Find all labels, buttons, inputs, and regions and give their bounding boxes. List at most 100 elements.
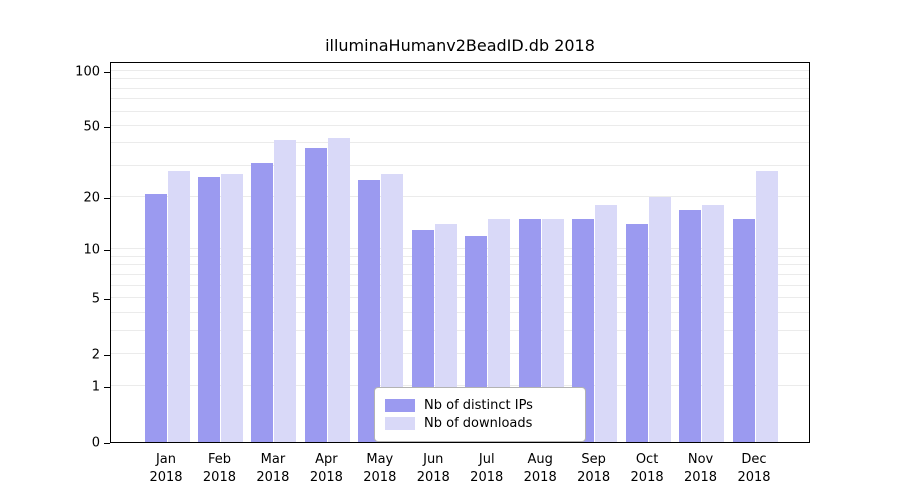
x-tick-label: Jul 2018 bbox=[470, 451, 503, 486]
x-tick-label-year: 2018 bbox=[737, 469, 771, 485]
y-tick-mark bbox=[104, 72, 110, 73]
gridline bbox=[111, 248, 809, 250]
gridline bbox=[111, 70, 809, 71]
y-tick-mark bbox=[104, 298, 110, 300]
bar-distinct-ips bbox=[625, 224, 648, 442]
x-tick-label: May 2018 bbox=[363, 451, 396, 486]
bar-downloads bbox=[648, 197, 671, 442]
bar-distinct-ips bbox=[732, 219, 755, 442]
x-tick-label: Nov 2018 bbox=[684, 451, 717, 486]
y-tick-label: 0 bbox=[91, 435, 100, 451]
x-tick-label-month: Jan bbox=[155, 452, 177, 467]
legend-row-distinct-ips: Nb of distinct IPs bbox=[385, 398, 575, 413]
gridline bbox=[111, 284, 809, 286]
bar-distinct-ips bbox=[572, 219, 595, 442]
x-tick-label: Jun 2018 bbox=[417, 451, 450, 486]
legend-label-distinct-ips: Nb of distinct IPs bbox=[424, 398, 533, 413]
x-tick-label-month: Mar bbox=[260, 452, 286, 467]
y-tick-mark bbox=[104, 198, 110, 200]
x-tick-label-month: May bbox=[366, 452, 394, 467]
gridline bbox=[111, 264, 809, 266]
x-tick-label-month: Nov bbox=[687, 452, 714, 467]
x-tick-label-year: 2018 bbox=[256, 469, 290, 485]
x-tick-label-year: 2018 bbox=[683, 469, 718, 485]
x-tick-label-month: Apr bbox=[315, 452, 338, 467]
plot-area: Nb of distinct IPs Nb of downloads bbox=[110, 62, 810, 443]
chart-title: illuminaHumanv2BeadID.db 2018 bbox=[325, 36, 595, 55]
x-tick-label-month: Dec bbox=[741, 452, 767, 467]
y-tick-mark bbox=[104, 126, 110, 128]
legend-label-downloads: Nb of downloads bbox=[424, 416, 533, 431]
y-tick-label: 10 bbox=[83, 242, 100, 258]
legend-row-downloads: Nb of downloads bbox=[385, 416, 575, 431]
x-tick-label-year: 2018 bbox=[149, 469, 183, 485]
gridline bbox=[111, 110, 809, 112]
x-tick-label-year: 2018 bbox=[630, 469, 664, 485]
x-tick-label-month: Aug bbox=[527, 452, 553, 467]
x-tick-label-year: 2018 bbox=[577, 469, 611, 485]
x-tick-label-year: 2018 bbox=[470, 469, 504, 485]
y-tick-label: 20 bbox=[83, 190, 100, 206]
bar-distinct-ips bbox=[304, 147, 327, 442]
x-tick-label-year: 2018 bbox=[363, 469, 397, 485]
x-tick-label-year: 2018 bbox=[202, 469, 236, 485]
y-tick-mark bbox=[104, 250, 110, 252]
x-tick-label: Oct 2018 bbox=[631, 451, 664, 486]
bar-distinct-ips bbox=[198, 177, 220, 442]
x-tick-label-year: 2018 bbox=[309, 469, 343, 485]
bar-downloads bbox=[327, 137, 350, 442]
bar-distinct-ips bbox=[251, 163, 274, 442]
x-tick-label-month: Jun bbox=[423, 452, 444, 467]
gridline bbox=[111, 273, 809, 275]
y-tick-label: 50 bbox=[83, 119, 100, 135]
y-tick-label: 100 bbox=[75, 64, 100, 80]
x-tick-label-month: Jul bbox=[478, 452, 495, 467]
x-tick-label-month: Oct bbox=[635, 452, 659, 467]
gridline bbox=[111, 311, 809, 313]
bar-distinct-ips bbox=[679, 209, 701, 442]
bar-distinct-ips bbox=[518, 219, 541, 442]
legend-swatch-downloads-icon bbox=[385, 417, 415, 430]
x-tick-label-month: Sep bbox=[581, 452, 606, 467]
gridline bbox=[111, 78, 809, 80]
y-tick-mark bbox=[104, 354, 110, 356]
bar-downloads bbox=[702, 205, 724, 442]
x-tick-label-year: 2018 bbox=[523, 469, 557, 485]
gridline bbox=[111, 98, 809, 100]
y-tick-mark bbox=[104, 387, 110, 389]
x-tick-label: Aug 2018 bbox=[524, 451, 557, 486]
gridline bbox=[111, 329, 809, 331]
bar-downloads bbox=[381, 174, 404, 442]
x-tick-label-year: 2018 bbox=[416, 469, 450, 485]
x-tick-label: Jan 2018 bbox=[149, 451, 182, 486]
x-tick-label-month: Feb bbox=[207, 452, 231, 467]
legend-swatch-distinct-ips-icon bbox=[385, 399, 415, 412]
gridline bbox=[111, 164, 809, 166]
x-tick-label: Apr 2018 bbox=[310, 451, 343, 486]
gridline bbox=[111, 385, 809, 387]
gridline bbox=[111, 352, 809, 354]
x-tick-label: Dec 2018 bbox=[737, 451, 770, 486]
x-tick-label: Feb 2018 bbox=[203, 451, 236, 486]
gridline bbox=[111, 196, 809, 198]
bar-distinct-ips bbox=[358, 180, 381, 442]
y-tick-label: 2 bbox=[91, 347, 100, 363]
bar-downloads bbox=[755, 171, 778, 442]
gridline bbox=[111, 255, 809, 257]
bar-downloads bbox=[221, 174, 243, 442]
gridline bbox=[111, 142, 809, 144]
bar-downloads bbox=[274, 139, 297, 442]
bar-downloads bbox=[488, 219, 511, 442]
bar-downloads bbox=[541, 219, 564, 442]
y-tick-label: 1 bbox=[91, 379, 100, 395]
gridline bbox=[111, 124, 809, 126]
gridline bbox=[111, 87, 809, 89]
bar-distinct-ips bbox=[144, 193, 167, 442]
gridline bbox=[111, 296, 809, 298]
bar-downloads bbox=[167, 171, 190, 442]
y-tick-label: 5 bbox=[91, 291, 100, 307]
bar-downloads bbox=[595, 205, 618, 442]
y-tick-mark bbox=[104, 443, 110, 444]
x-tick-label: Mar 2018 bbox=[256, 451, 289, 486]
